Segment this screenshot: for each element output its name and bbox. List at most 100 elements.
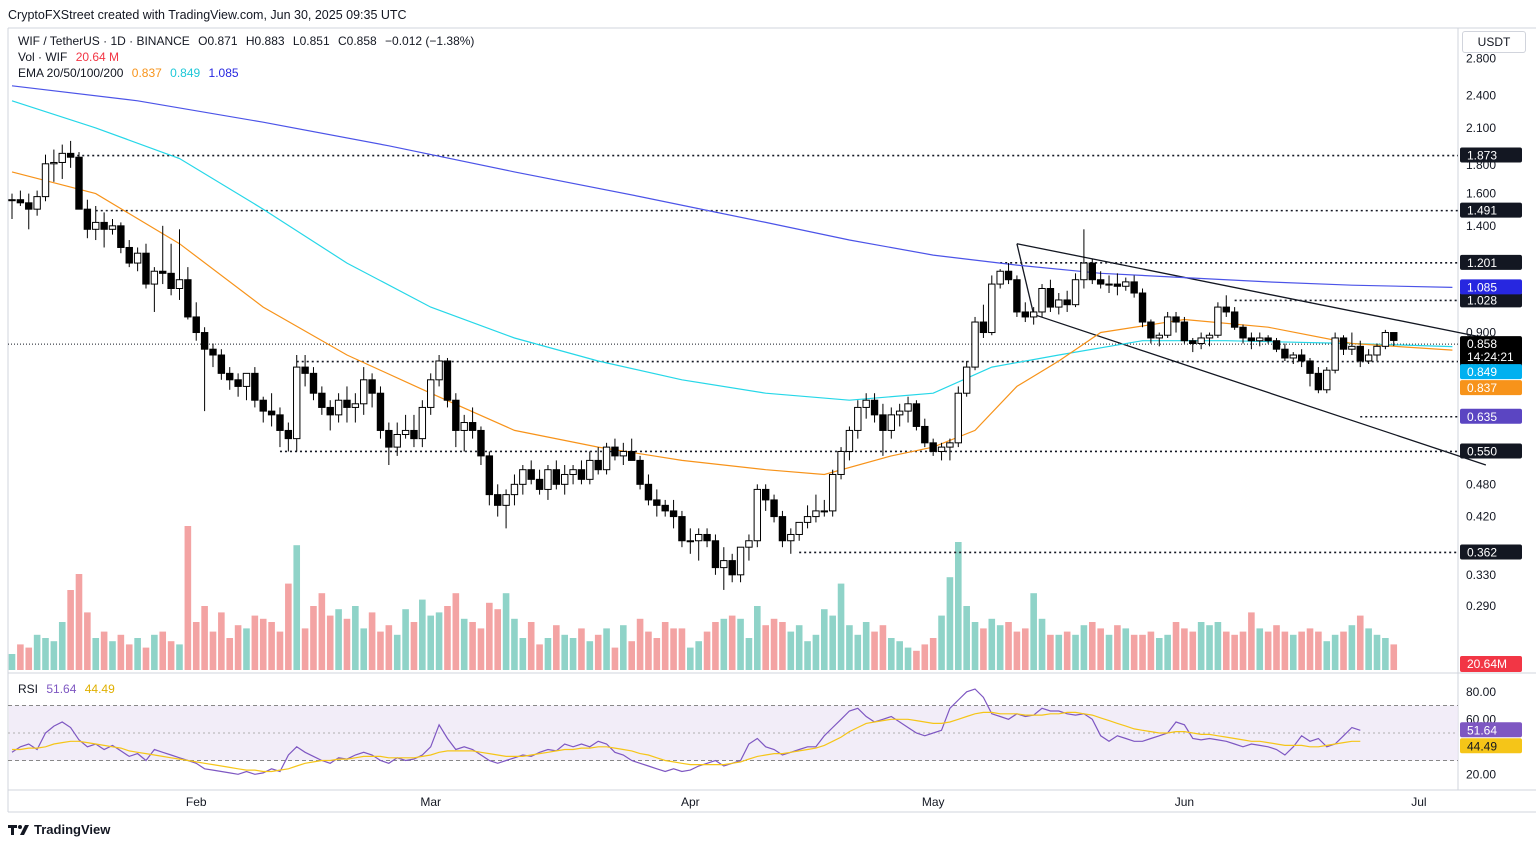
- rsi-value: 51.64: [46, 682, 77, 696]
- level-price-label: 1.201: [1467, 256, 1497, 270]
- candle-body: [1046, 288, 1055, 308]
- price-tick-label: 2.400: [1466, 89, 1496, 103]
- candle-body: [1096, 279, 1105, 285]
- candle-body: [954, 392, 962, 444]
- volume-bar: [360, 628, 368, 670]
- volume-bar: [1298, 631, 1305, 670]
- volume-bar: [109, 641, 116, 670]
- candle-body: [1264, 337, 1272, 342]
- volume-bar: [720, 618, 728, 670]
- candle-body: [33, 196, 41, 210]
- candle-body: [217, 354, 226, 374]
- volume-bar: [1340, 631, 1347, 670]
- candle-body: [226, 372, 234, 381]
- volume-bar: [1172, 622, 1180, 670]
- ema50-price-label: 0.849: [1467, 365, 1497, 379]
- volume-bar: [368, 612, 376, 670]
- candle-body: [611, 446, 619, 457]
- volume-bar: [100, 631, 108, 670]
- level-price-label-bg: [1460, 443, 1522, 459]
- candle-body: [351, 403, 360, 408]
- level-price-label-bg: [1460, 202, 1522, 218]
- volume-bar: [67, 590, 74, 670]
- candle-body: [494, 494, 502, 506]
- candle-body: [694, 533, 703, 542]
- candle-body: [1281, 348, 1289, 359]
- price-tick-label: 0.480: [1466, 477, 1496, 491]
- candle-body: [912, 403, 921, 427]
- volume-bar: [846, 625, 853, 670]
- candle-body: [242, 372, 251, 387]
- candle-body: [251, 372, 259, 401]
- rsi-legend[interactable]: RSI 51.64 44.49: [18, 682, 115, 696]
- volume-bar: [318, 593, 326, 670]
- volume-value: 20.64 M: [75, 50, 120, 64]
- candle-body: [921, 425, 929, 444]
- volume-bar: [50, 641, 58, 670]
- candle-body: [535, 478, 544, 490]
- ema50-value: 0.849: [170, 66, 201, 80]
- candle-body: [175, 279, 184, 290]
- volume-bar: [293, 545, 301, 670]
- time-tick-label: Jun: [1175, 795, 1194, 809]
- volume-bar: [452, 593, 460, 670]
- volume-bar: [1315, 631, 1322, 670]
- candle-body: [1272, 340, 1281, 350]
- candle-body: [460, 422, 468, 431]
- time-tick-label: Jul: [1411, 795, 1426, 809]
- volume-bar: [544, 638, 552, 670]
- volume-bar: [201, 606, 208, 670]
- last-price-label-bg: [1460, 336, 1522, 365]
- candle-body: [1256, 337, 1264, 342]
- volume-bar: [1197, 622, 1205, 670]
- change-value: −0.012 (−1.38%): [385, 34, 475, 48]
- volume-bar: [1047, 634, 1054, 670]
- volume-bar: [1147, 631, 1155, 670]
- candle-body: [627, 450, 636, 461]
- volume-legend[interactable]: Vol · WIF 20.64 M: [18, 50, 119, 64]
- volume-bar: [561, 634, 569, 670]
- volume-bar: [762, 625, 769, 670]
- candle-body: [1314, 372, 1323, 391]
- candle-body: [1071, 279, 1080, 306]
- volume-bar: [904, 647, 912, 670]
- currency-selector[interactable]: USDT: [1462, 31, 1526, 53]
- price-tick-label: 0.330: [1466, 568, 1496, 582]
- rsi-line: [11, 688, 1361, 775]
- symbol-name[interactable]: WIF / TetherUS · 1D · BINANCE: [18, 34, 190, 48]
- volume-bar: [728, 615, 736, 670]
- volume-bar: [670, 628, 677, 670]
- volume-bar: [192, 622, 200, 670]
- volume-bar: [1214, 622, 1222, 670]
- candle-body: [1138, 292, 1147, 323]
- volume-bar: [477, 628, 485, 670]
- volume-bar: [243, 628, 250, 670]
- candle-body: [1189, 340, 1197, 345]
- level-price-label-bg: [1460, 544, 1522, 560]
- volume-bar: [896, 641, 903, 670]
- candle-body: [234, 379, 242, 387]
- volume-bar: [1264, 631, 1272, 670]
- candle-body: [301, 366, 309, 374]
- tradingview-logo[interactable]: TradingView: [8, 822, 110, 837]
- candle-body: [343, 399, 351, 408]
- volume-bar: [1382, 638, 1389, 670]
- volume-bar: [1097, 628, 1104, 670]
- volume-bar: [310, 606, 317, 670]
- volume-bar: [1390, 644, 1398, 670]
- volume-bar: [1021, 628, 1029, 670]
- candle-body: [862, 399, 870, 408]
- volume-bar: [879, 625, 887, 670]
- close-label: C: [337, 34, 347, 48]
- volume-bar: [862, 622, 870, 670]
- volume-bar: [695, 641, 702, 670]
- ema20-price-label: 0.837: [1467, 381, 1497, 395]
- volume-bar: [494, 609, 502, 670]
- ema-legend[interactable]: EMA 20/50/100/200 0.837 0.849 1.085: [18, 66, 239, 80]
- volume-bar: [913, 650, 920, 670]
- candle-body: [1021, 311, 1029, 318]
- volume-bar: [1080, 625, 1088, 670]
- channel-upper-line: [1016, 243, 1486, 339]
- candle-body: [586, 459, 594, 480]
